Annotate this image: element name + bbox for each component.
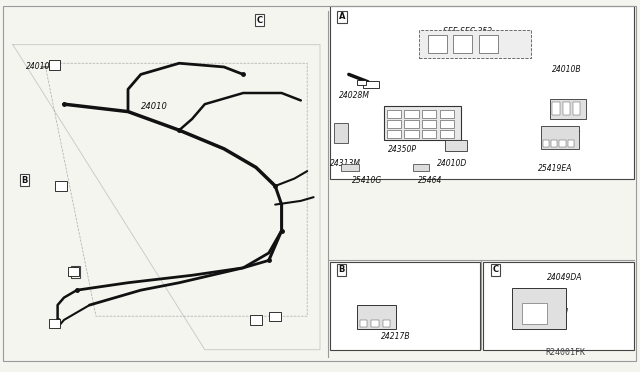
Bar xyxy=(334,123,348,143)
Text: 24010B: 24010B xyxy=(552,65,581,74)
Text: 24010A: 24010A xyxy=(26,62,55,71)
Bar xyxy=(341,164,359,171)
Bar xyxy=(269,312,281,321)
Bar xyxy=(383,320,390,327)
Text: 24350P: 24350P xyxy=(388,145,417,154)
Bar xyxy=(68,267,79,276)
Bar xyxy=(440,110,454,118)
Bar xyxy=(550,99,586,119)
Text: A: A xyxy=(339,12,345,21)
Bar xyxy=(422,120,436,128)
Bar xyxy=(522,303,547,324)
Text: 24010: 24010 xyxy=(141,102,168,110)
Text: 24313M: 24313M xyxy=(330,159,361,168)
Bar xyxy=(330,262,480,350)
Bar xyxy=(404,130,419,138)
Bar xyxy=(422,110,436,118)
Text: 25410G: 25410G xyxy=(352,176,382,185)
Bar xyxy=(387,130,401,138)
Bar xyxy=(413,164,429,171)
Bar xyxy=(573,102,580,115)
Text: C: C xyxy=(492,265,499,274)
Bar xyxy=(55,182,67,191)
Text: R24001FK: R24001FK xyxy=(545,348,586,357)
Bar xyxy=(330,6,634,179)
Text: SEE SEC.252: SEE SEC.252 xyxy=(443,27,492,36)
Text: 24230U: 24230U xyxy=(539,308,569,317)
Bar xyxy=(541,126,579,149)
Bar xyxy=(483,262,634,350)
Bar xyxy=(563,102,570,115)
Text: B: B xyxy=(339,265,345,274)
Bar xyxy=(552,102,560,115)
Text: C: C xyxy=(256,16,262,25)
Bar xyxy=(479,35,498,53)
Bar xyxy=(568,140,574,147)
Text: B: B xyxy=(21,176,28,185)
Bar xyxy=(357,305,396,329)
Text: 25419EA: 25419EA xyxy=(538,164,572,173)
Bar xyxy=(49,61,60,70)
Bar xyxy=(364,81,379,88)
Bar xyxy=(357,80,367,86)
Bar xyxy=(453,35,472,53)
Bar xyxy=(551,140,557,147)
Text: 24049DA: 24049DA xyxy=(547,273,582,282)
Bar xyxy=(440,130,454,138)
Bar xyxy=(440,120,454,128)
Bar xyxy=(250,315,262,324)
Text: 24010D: 24010D xyxy=(436,159,467,168)
Text: 25419E: 25419E xyxy=(552,131,581,140)
Bar xyxy=(360,320,367,327)
Bar xyxy=(404,120,419,128)
Bar xyxy=(419,30,531,58)
Bar xyxy=(387,110,401,118)
Bar xyxy=(543,140,549,147)
Bar xyxy=(445,140,467,151)
Text: 24028M: 24028M xyxy=(339,91,370,100)
Bar xyxy=(422,130,436,138)
Bar xyxy=(387,120,401,128)
Bar xyxy=(428,35,447,53)
Bar xyxy=(512,288,566,329)
Bar xyxy=(384,106,461,140)
Bar xyxy=(404,110,419,118)
Text: 25464: 25464 xyxy=(418,176,442,185)
Text: A: A xyxy=(72,267,79,276)
Bar xyxy=(371,320,379,327)
Bar xyxy=(559,140,566,147)
Bar xyxy=(49,319,60,328)
Text: 24217B: 24217B xyxy=(381,332,411,341)
